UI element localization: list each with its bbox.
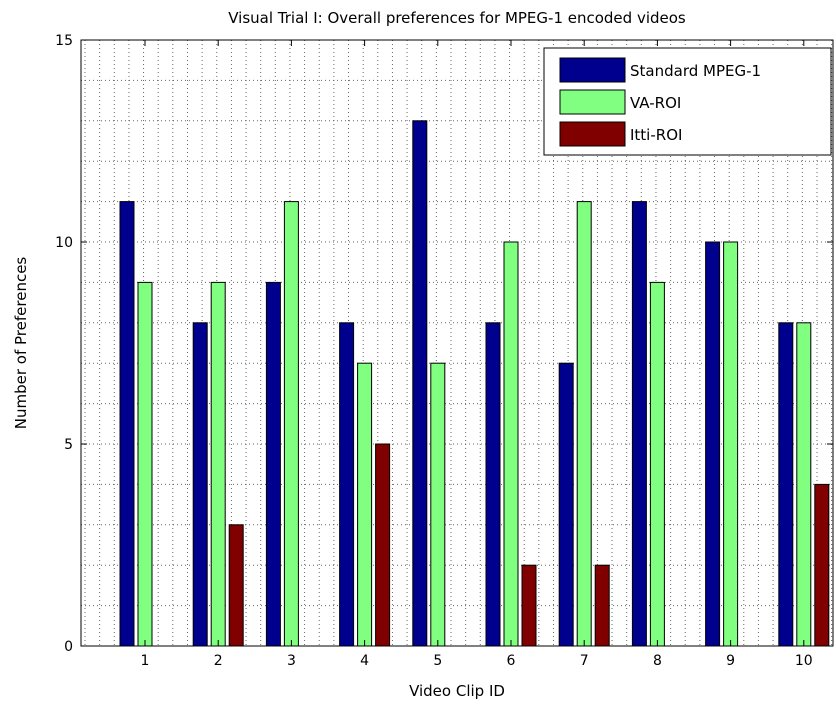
legend-swatch bbox=[559, 89, 626, 115]
bar-standard-mpeg-1-clip-2 bbox=[192, 322, 208, 647]
x-tick-label: 2 bbox=[214, 653, 223, 669]
y-tick-label: 0 bbox=[64, 639, 73, 655]
bar-standard-mpeg-1-clip-1 bbox=[119, 201, 135, 647]
legend-label: Itti-ROI bbox=[630, 126, 682, 144]
bar-standard-mpeg-1-clip-10 bbox=[778, 322, 794, 647]
plot-frame bbox=[80, 39, 834, 647]
legend-label: Standard MPEG-1 bbox=[630, 62, 761, 80]
bar-standard-mpeg-1-clip-7 bbox=[558, 362, 574, 647]
x-tick-label: 8 bbox=[653, 653, 662, 669]
y-axis-label: Number of Preferences bbox=[12, 257, 30, 430]
y-tick-label: 10 bbox=[55, 235, 73, 251]
bar-va-roi-clip-4 bbox=[357, 362, 373, 647]
x-tick-label: 6 bbox=[507, 653, 516, 669]
bar-va-roi-clip-7 bbox=[576, 201, 592, 647]
axis-ticks: 1 2 3 4 5 6 7 8 9 10 0 5 10 15 bbox=[55, 33, 833, 669]
bar-standard-mpeg-1-clip-5 bbox=[412, 120, 428, 647]
bar-standard-mpeg-1-clip-8 bbox=[631, 201, 647, 647]
bar-standard-mpeg-1-clip-6 bbox=[485, 322, 501, 647]
bar-va-roi-clip-3 bbox=[283, 201, 299, 647]
bar-standard-mpeg-1-clip-9 bbox=[705, 241, 721, 647]
legend-swatch bbox=[559, 57, 626, 83]
x-axis-label: Video Clip ID bbox=[409, 682, 505, 700]
x-tick-label: 5 bbox=[433, 653, 442, 669]
legend-label: VA-ROI bbox=[630, 94, 681, 112]
bar-va-roi-clip-2 bbox=[210, 281, 226, 647]
bar-itti-roi-clip-2 bbox=[228, 524, 244, 647]
bar-va-roi-clip-1 bbox=[137, 281, 153, 647]
bar-itti-roi-clip-4 bbox=[375, 443, 391, 647]
x-tick-label: 3 bbox=[287, 653, 296, 669]
bar-itti-roi-clip-6 bbox=[521, 564, 537, 647]
legend-swatch bbox=[559, 121, 626, 147]
bar-standard-mpeg-1-clip-3 bbox=[265, 281, 281, 647]
bar-va-roi-clip-10 bbox=[796, 322, 812, 647]
legend: Standard MPEG-1 VA-ROI Itti-ROI bbox=[543, 47, 832, 156]
bar-va-roi-clip-8 bbox=[649, 281, 665, 647]
bar-itti-roi-clip-10 bbox=[814, 483, 830, 647]
bar-itti-roi-clip-7 bbox=[594, 564, 610, 647]
bar-va-roi-clip-6 bbox=[503, 241, 519, 647]
y-tick-label: 5 bbox=[64, 437, 73, 453]
chart-title: Visual Trial I: Overall preferences for … bbox=[228, 9, 686, 27]
x-tick-label: 1 bbox=[141, 653, 150, 669]
bar-va-roi-clip-9 bbox=[723, 241, 739, 647]
y-tick-label: 15 bbox=[55, 33, 73, 49]
x-tick-label: 9 bbox=[726, 653, 735, 669]
x-tick-label: 10 bbox=[795, 653, 813, 669]
x-tick-label: 4 bbox=[360, 653, 369, 669]
x-tick-label: 7 bbox=[580, 653, 589, 669]
bar-va-roi-clip-5 bbox=[430, 362, 446, 647]
bar-standard-mpeg-1-clip-4 bbox=[339, 322, 355, 647]
bars bbox=[119, 120, 830, 647]
